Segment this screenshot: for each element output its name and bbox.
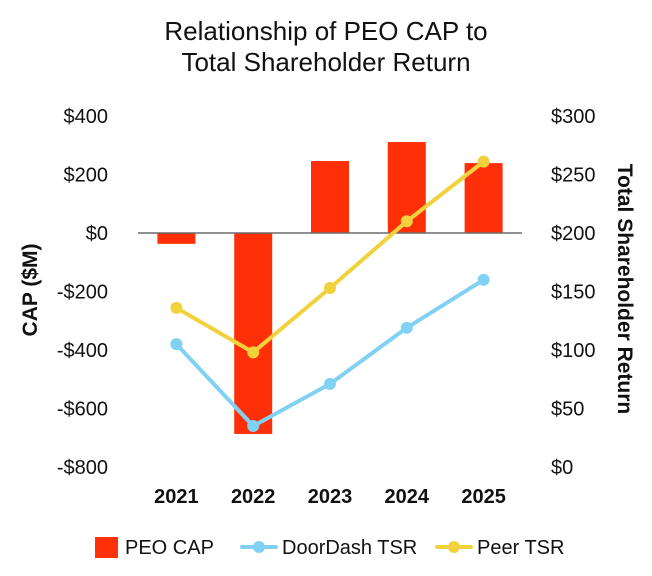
x-tick-label-2024: 2024 [385, 486, 430, 508]
peo-cap-bar-2023 [311, 161, 349, 233]
y-left-ticks: $400 $200 $0 -$200 -$400 -$600 -$800 [57, 106, 108, 479]
y-left-tick-label: -$200 [57, 282, 108, 304]
peo-cap-bar-2025 [464, 163, 503, 233]
y-right-tick-label: $300 [551, 106, 596, 128]
y-left-tick-label: -$800 [57, 457, 108, 479]
legend-label: Peer TSR [477, 537, 564, 559]
y-left-tick-label: $200 [64, 165, 109, 187]
x-tick-label-2023: 2023 [308, 486, 353, 508]
doordash-tsr-point-2025 [477, 273, 490, 286]
y-right-tick-label: $100 [551, 340, 596, 362]
y-right-tick-label: $150 [551, 282, 596, 304]
doordash-tsr-point-2021 [170, 338, 183, 351]
peo-cap-bar-2022 [234, 233, 273, 434]
legend-swatch-point [253, 541, 265, 553]
lines-group [170, 155, 490, 433]
peer-tsr-point-2024 [400, 215, 413, 228]
x-ticks: 2021 2022 2023 2024 2025 [154, 486, 506, 508]
doordash-tsr-point-2022 [247, 420, 260, 433]
y-right-tick-label: $250 [551, 165, 596, 187]
doordash-tsr-line [174, 277, 486, 429]
legend-item-doordash-tsr: DoorDash TSR [240, 537, 417, 559]
x-tick-label-2021: 2021 [154, 486, 199, 508]
peer-tsr-point-2021 [170, 301, 183, 314]
legend-item-peer-tsr: Peer TSR [435, 537, 564, 559]
y-right-tick-label: $0 [551, 457, 573, 479]
y-right-tick-label: $200 [551, 223, 596, 245]
legend: PEO CAP DoorDash TSR Peer TSR [95, 537, 564, 559]
y-left-axis-label: CAP ($M) [19, 244, 42, 337]
y-left-tick-label: $400 [64, 106, 109, 128]
peer-tsr-point-2023 [324, 281, 336, 294]
bars-group [157, 142, 503, 434]
legend-label: DoorDash TSR [282, 537, 417, 559]
y-right-ticks: $300 $250 $200 $150 $100 $50 $0 [551, 106, 596, 479]
doordash-tsr-point-2024 [400, 321, 413, 334]
x-tick-label-2025: 2025 [461, 486, 506, 508]
y-left-tick-label: -$400 [57, 340, 108, 362]
peer-tsr-point-2022 [247, 346, 260, 359]
y-right-tick-label: $50 [551, 399, 584, 421]
x-tick-label-2022: 2022 [231, 486, 276, 508]
legend-swatch [95, 537, 118, 558]
legend-label: PEO CAP [125, 537, 214, 559]
peer-tsr-point-2025 [477, 155, 490, 168]
chart-title: Relationship of PEO CAP to Total Shareho… [164, 16, 488, 77]
peo-cap-bar-2021 [157, 233, 196, 244]
legend-item-peo-cap: PEO CAP [95, 537, 214, 559]
y-left-tick-label: $0 [86, 223, 108, 245]
legend-swatch-point [448, 541, 460, 553]
y-left-tick-label: -$600 [57, 399, 108, 421]
doordash-tsr-point-2023 [324, 377, 336, 390]
y-right-axis-label: Total Shareholder Return [613, 164, 636, 414]
